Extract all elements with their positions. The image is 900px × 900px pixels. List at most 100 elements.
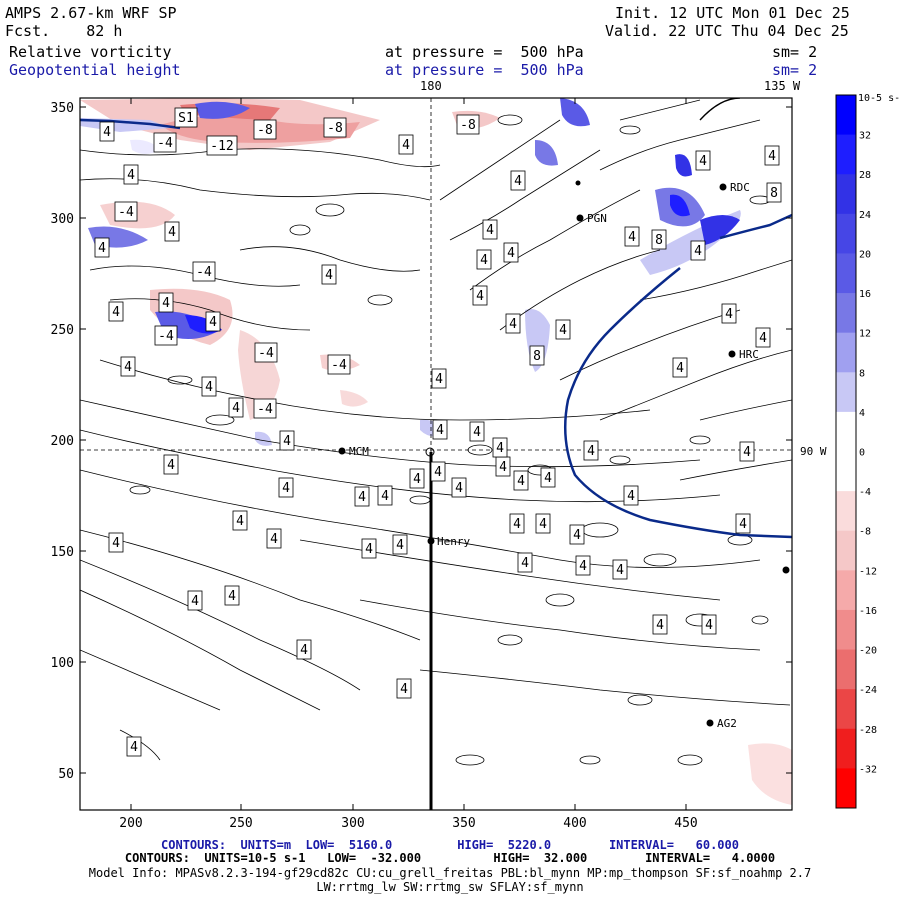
contour-label: 4 (694, 244, 702, 259)
colorbar-label: -4 (859, 487, 871, 498)
contour-label-box (266, 528, 282, 549)
colorbar-label: -32 (859, 764, 877, 775)
contour-label-box (735, 513, 751, 534)
contour-label-box (253, 119, 277, 140)
colorbar-label: -16 (859, 606, 877, 617)
pos-vorticity-area (675, 154, 692, 177)
contour-label-box (323, 117, 347, 138)
model-info-2: LW:rrtmg_lw SW:rrtmg_sw SFLAY:sf_mynn (316, 880, 584, 894)
valid-time: Valid. 22 UTC Thu 04 Dec 25 (605, 22, 849, 40)
neg-vorticity-area (340, 390, 368, 407)
contour-label: 4 (513, 517, 521, 532)
contour-label: 4 (739, 517, 747, 532)
contour-label-box (472, 285, 488, 306)
colorbar-swatch (836, 95, 856, 136)
contour-label-box (430, 461, 446, 482)
pos-vorticity-area (535, 140, 558, 166)
contour-label: 4 (283, 434, 291, 449)
station-dot-henry (427, 537, 435, 545)
contour-label: -8 (257, 123, 273, 138)
x-tick-label: 300 (341, 816, 364, 831)
contour-label-box (163, 454, 179, 475)
colorbar-label: -20 (859, 646, 877, 657)
contour-label: -4 (158, 329, 174, 344)
contour-label-box (123, 164, 139, 185)
contour-label: -8 (327, 121, 343, 136)
contour-label-box (695, 150, 711, 171)
contour-label-box (721, 303, 737, 324)
contour-label-box (651, 229, 667, 250)
contour-label: 4 (514, 174, 522, 189)
colorbar-frame (835, 94, 857, 809)
colorbar-label: -28 (859, 725, 877, 736)
pos-vorticity-area (560, 98, 590, 127)
contour-label-box (164, 221, 180, 242)
colorbar: 32 28 24 20 16 12 8 4 0 -4 -8 -12 -16 -20 -24 -28 -32 (835, 94, 877, 809)
contour-label: -12 (210, 139, 233, 154)
contour-label: -4 (257, 402, 273, 417)
contour-label-box (398, 134, 414, 155)
colorbar-swatch (836, 372, 856, 413)
contour-label: 4 (507, 246, 515, 261)
colorbar-swatch (836, 134, 856, 175)
contour-label: 4 (628, 230, 636, 245)
contour-label: 4 (544, 471, 552, 486)
lon-135w-label: 135 W (764, 79, 801, 93)
contour-label: 4 (476, 289, 484, 304)
colorbar-label: 28 (859, 170, 871, 181)
contour-label-box (154, 325, 178, 346)
contour-label-box (224, 585, 240, 606)
contour-label: 4 (699, 154, 707, 169)
contour-label: 4 (130, 740, 138, 755)
contour-label-box (321, 264, 337, 285)
contour-label-box (623, 485, 639, 506)
contour-label-box (672, 357, 688, 378)
contour-label: 4 (168, 225, 176, 240)
model-info: Model Info: MPASv8.2.3-194-gf29cd82c CU:… (88, 866, 812, 880)
colorbar-label: -24 (859, 685, 877, 696)
station-labels: MCM Henry HRC PGN RDC AG2 (349, 181, 759, 730)
contour-label-box (108, 301, 124, 322)
coastline (80, 118, 792, 539)
colorbar-swatch (836, 491, 856, 532)
contour-label: 4 (539, 517, 547, 532)
contour-label-box (510, 170, 526, 191)
contour-label-box (739, 441, 755, 462)
y-tick-label: 100 (51, 656, 74, 671)
contour-label-box (624, 226, 640, 247)
colorbar-swatch (836, 609, 856, 651)
contour-label: 4 (381, 489, 389, 504)
field2-level: at pressure = 500 hPa (385, 61, 584, 79)
contour-label: 4 (509, 317, 517, 332)
colorbar-label: 32 (859, 131, 871, 142)
station-dot-hrc (728, 350, 736, 358)
contour-label: 4 (300, 643, 308, 658)
contour-label: 4 (486, 223, 494, 238)
contour-label-box (192, 261, 216, 282)
colorbar-label: 8 (859, 368, 865, 379)
colorbar-swatch (836, 768, 856, 809)
y-tick-label: 250 (51, 323, 74, 338)
contour-label: 4 (587, 444, 595, 459)
contour-label: 4 (725, 307, 733, 322)
contour-label-box (513, 470, 529, 491)
lon-90w-label: 90 W (800, 445, 827, 458)
contour-label-box (764, 145, 780, 166)
contour-label: 4 (676, 361, 684, 376)
neg-vorticity-area (100, 201, 175, 229)
contour-label: 4 (455, 481, 463, 496)
field2-name: Geopotential height (9, 61, 181, 79)
contour-label-box (201, 376, 217, 397)
contour-label-box (187, 590, 203, 611)
contour-label: 4 (112, 536, 120, 551)
contour-label: 4 (413, 472, 421, 487)
contour-label-box (482, 219, 498, 240)
colorbar-swatch (836, 253, 856, 294)
south-pole-marker (425, 447, 435, 457)
contour-label: 4 (124, 360, 132, 375)
contour-label-box (766, 182, 782, 203)
colorbar-swatch (836, 570, 856, 611)
contour-label: 4 (232, 401, 240, 416)
contour-label: 4 (473, 425, 481, 440)
x-tick-label: 400 (563, 816, 586, 831)
